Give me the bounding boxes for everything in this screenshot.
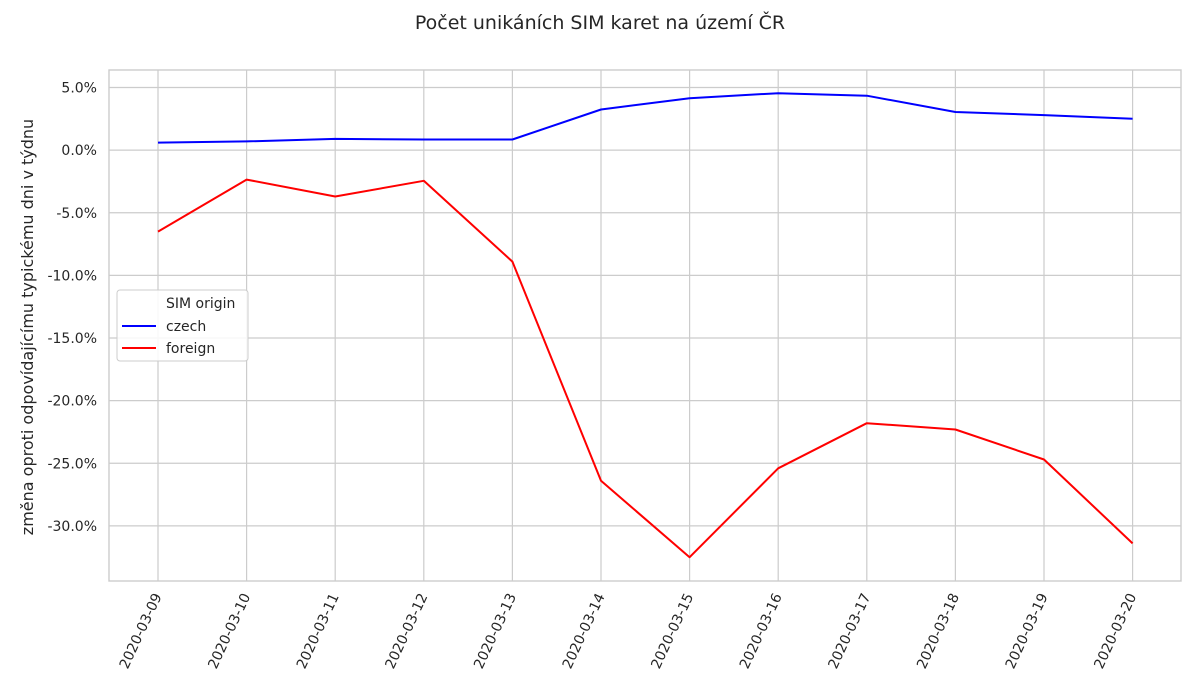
y-tick-label: -5.0% (56, 206, 97, 222)
y-tick-label: -30.0% (47, 519, 97, 535)
legend-label-foreign: foreign (166, 341, 215, 357)
legend: SIM origin czech foreign (116, 289, 249, 362)
y-tick-label: -10.0% (47, 268, 97, 284)
series-lines (157, 92, 1134, 559)
legend-box (116, 289, 249, 362)
y-tick-label: -25.0% (47, 456, 97, 472)
x-tick-label: 2020-03-09 (117, 591, 166, 672)
legend-title: SIM origin (166, 296, 235, 312)
x-tick-label: 2020-03-13 (471, 591, 520, 672)
y-tick-labels: 5.0% 0.0% -5.0% -10.0% -15.0% -20.0% -25.0% -30… (47, 81, 97, 535)
x-tick-label: 2020-03-14 (560, 591, 609, 672)
x-tick-label: 2020-03-10 (205, 591, 254, 672)
series-line-foreign (157, 178, 1134, 559)
x-tick-label: 2020-03-18 (914, 591, 963, 672)
y-axis-label: změna oproti odpovídajícímu typickému dn… (18, 119, 37, 535)
y-tick-label: -15.0% (47, 331, 97, 347)
plot-frame (108, 69, 1182, 582)
x-tick-labels: 2020-03-09 2020-03-10 2020-03-11 2020-03-12… (117, 591, 1140, 672)
y-gridlines (109, 86, 1181, 527)
chart-title: Počet unikáních SIM karet na území ČR (415, 10, 785, 34)
x-tick-label: 2020-03-12 (383, 591, 432, 672)
x-tick-label: 2020-03-20 (1091, 591, 1140, 672)
x-tick-label: 2020-03-15 (648, 591, 697, 672)
x-tick-label: 2020-03-11 (294, 591, 343, 672)
x-tick-label: 2020-03-19 (1003, 591, 1052, 672)
x-tick-label: 2020-03-17 (826, 591, 875, 672)
y-tick-label: -20.0% (47, 394, 97, 410)
series-line-czech (157, 92, 1133, 144)
x-gridlines (157, 70, 1134, 581)
y-tick-label: 0.0% (61, 143, 97, 159)
x-tick-label: 2020-03-16 (737, 591, 786, 672)
y-tick-label: 5.0% (61, 81, 97, 97)
legend-label-czech: czech (166, 319, 206, 335)
